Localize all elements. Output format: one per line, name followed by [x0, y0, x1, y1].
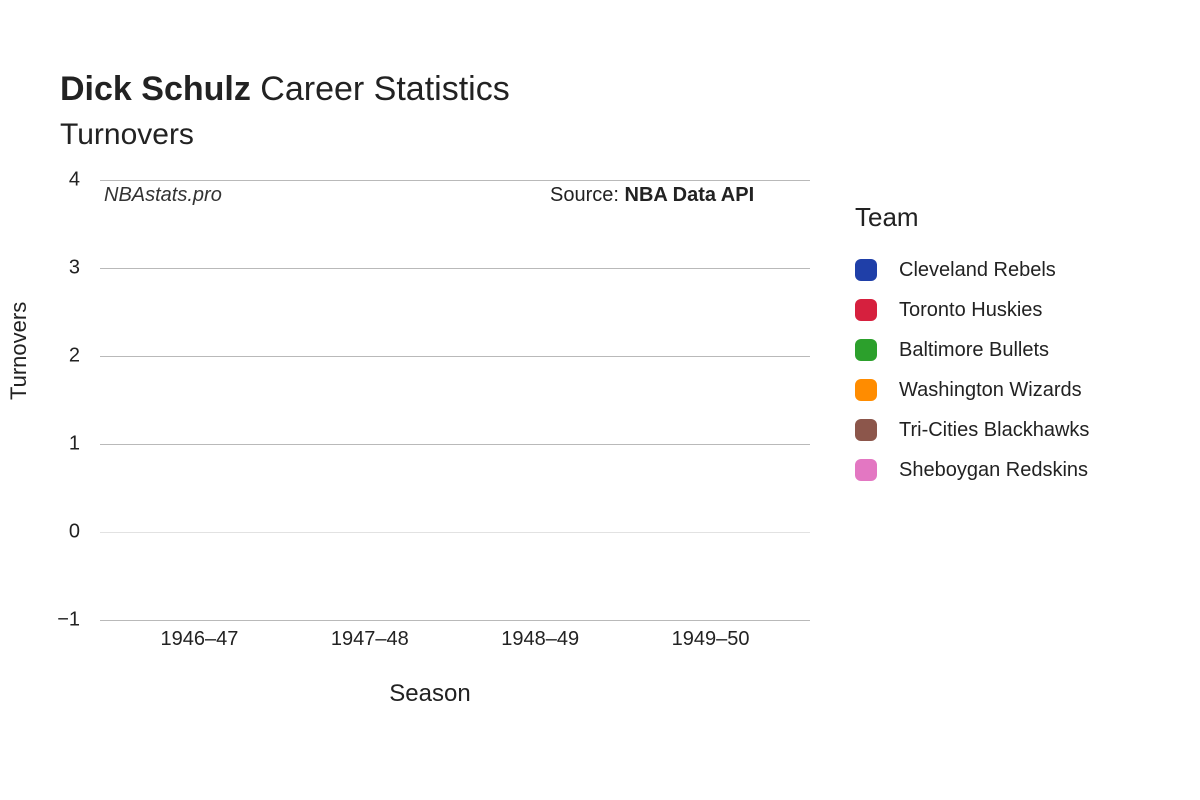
gridline — [100, 180, 810, 181]
gridline — [100, 268, 810, 269]
x-tick-label: 1947–48 — [331, 628, 409, 651]
gridline — [100, 356, 810, 357]
legend-swatch — [855, 339, 877, 361]
plot-area — [100, 180, 810, 620]
legend-item: Baltimore Bullets — [855, 330, 1089, 370]
legend-swatch — [855, 379, 877, 401]
gridline — [100, 444, 810, 445]
legend-label: Cleveland Rebels — [899, 259, 1056, 282]
x-tick-label: 1946–47 — [160, 628, 238, 651]
y-tick-label: −1 — [20, 609, 80, 632]
legend-label: Tri-Cities Blackhawks — [899, 419, 1089, 442]
legend-item: Toronto Huskies — [855, 290, 1089, 330]
title-suffix: Career Statistics — [260, 70, 509, 108]
legend: Cleveland Rebels Toronto Huskies Baltimore… — [855, 250, 1089, 490]
y-tick-label: 0 — [20, 521, 80, 544]
gridline — [100, 532, 810, 533]
y-tick-label: 4 — [20, 169, 80, 192]
legend-swatch — [855, 459, 877, 481]
player-name: Dick Schulz — [60, 70, 251, 108]
x-tick-label: 1949–50 — [672, 628, 750, 651]
legend-swatch — [855, 299, 877, 321]
y-tick-label: 3 — [20, 257, 80, 280]
legend-item: Sheboygan Redskins — [855, 450, 1089, 490]
legend-swatch — [855, 419, 877, 441]
legend-label: Washington Wizards — [899, 379, 1082, 402]
chart-subtitle: Turnovers — [60, 118, 194, 152]
y-tick-label: 2 — [20, 345, 80, 368]
x-axis-label: Season — [389, 680, 470, 708]
x-tick-label: 1948–49 — [501, 628, 579, 651]
legend-item: Washington Wizards — [855, 370, 1089, 410]
y-tick-label: 1 — [20, 433, 80, 456]
legend-title: Team — [855, 202, 919, 233]
legend-label: Sheboygan Redskins — [899, 459, 1088, 482]
legend-label: Toronto Huskies — [899, 299, 1042, 322]
legend-label: Baltimore Bullets — [899, 339, 1049, 362]
chart-title: Dick Schulz Career Statistics — [60, 70, 510, 109]
legend-item: Cleveland Rebels — [855, 250, 1089, 290]
legend-swatch — [855, 259, 877, 281]
gridline — [100, 620, 810, 621]
legend-item: Tri-Cities Blackhawks — [855, 410, 1089, 450]
